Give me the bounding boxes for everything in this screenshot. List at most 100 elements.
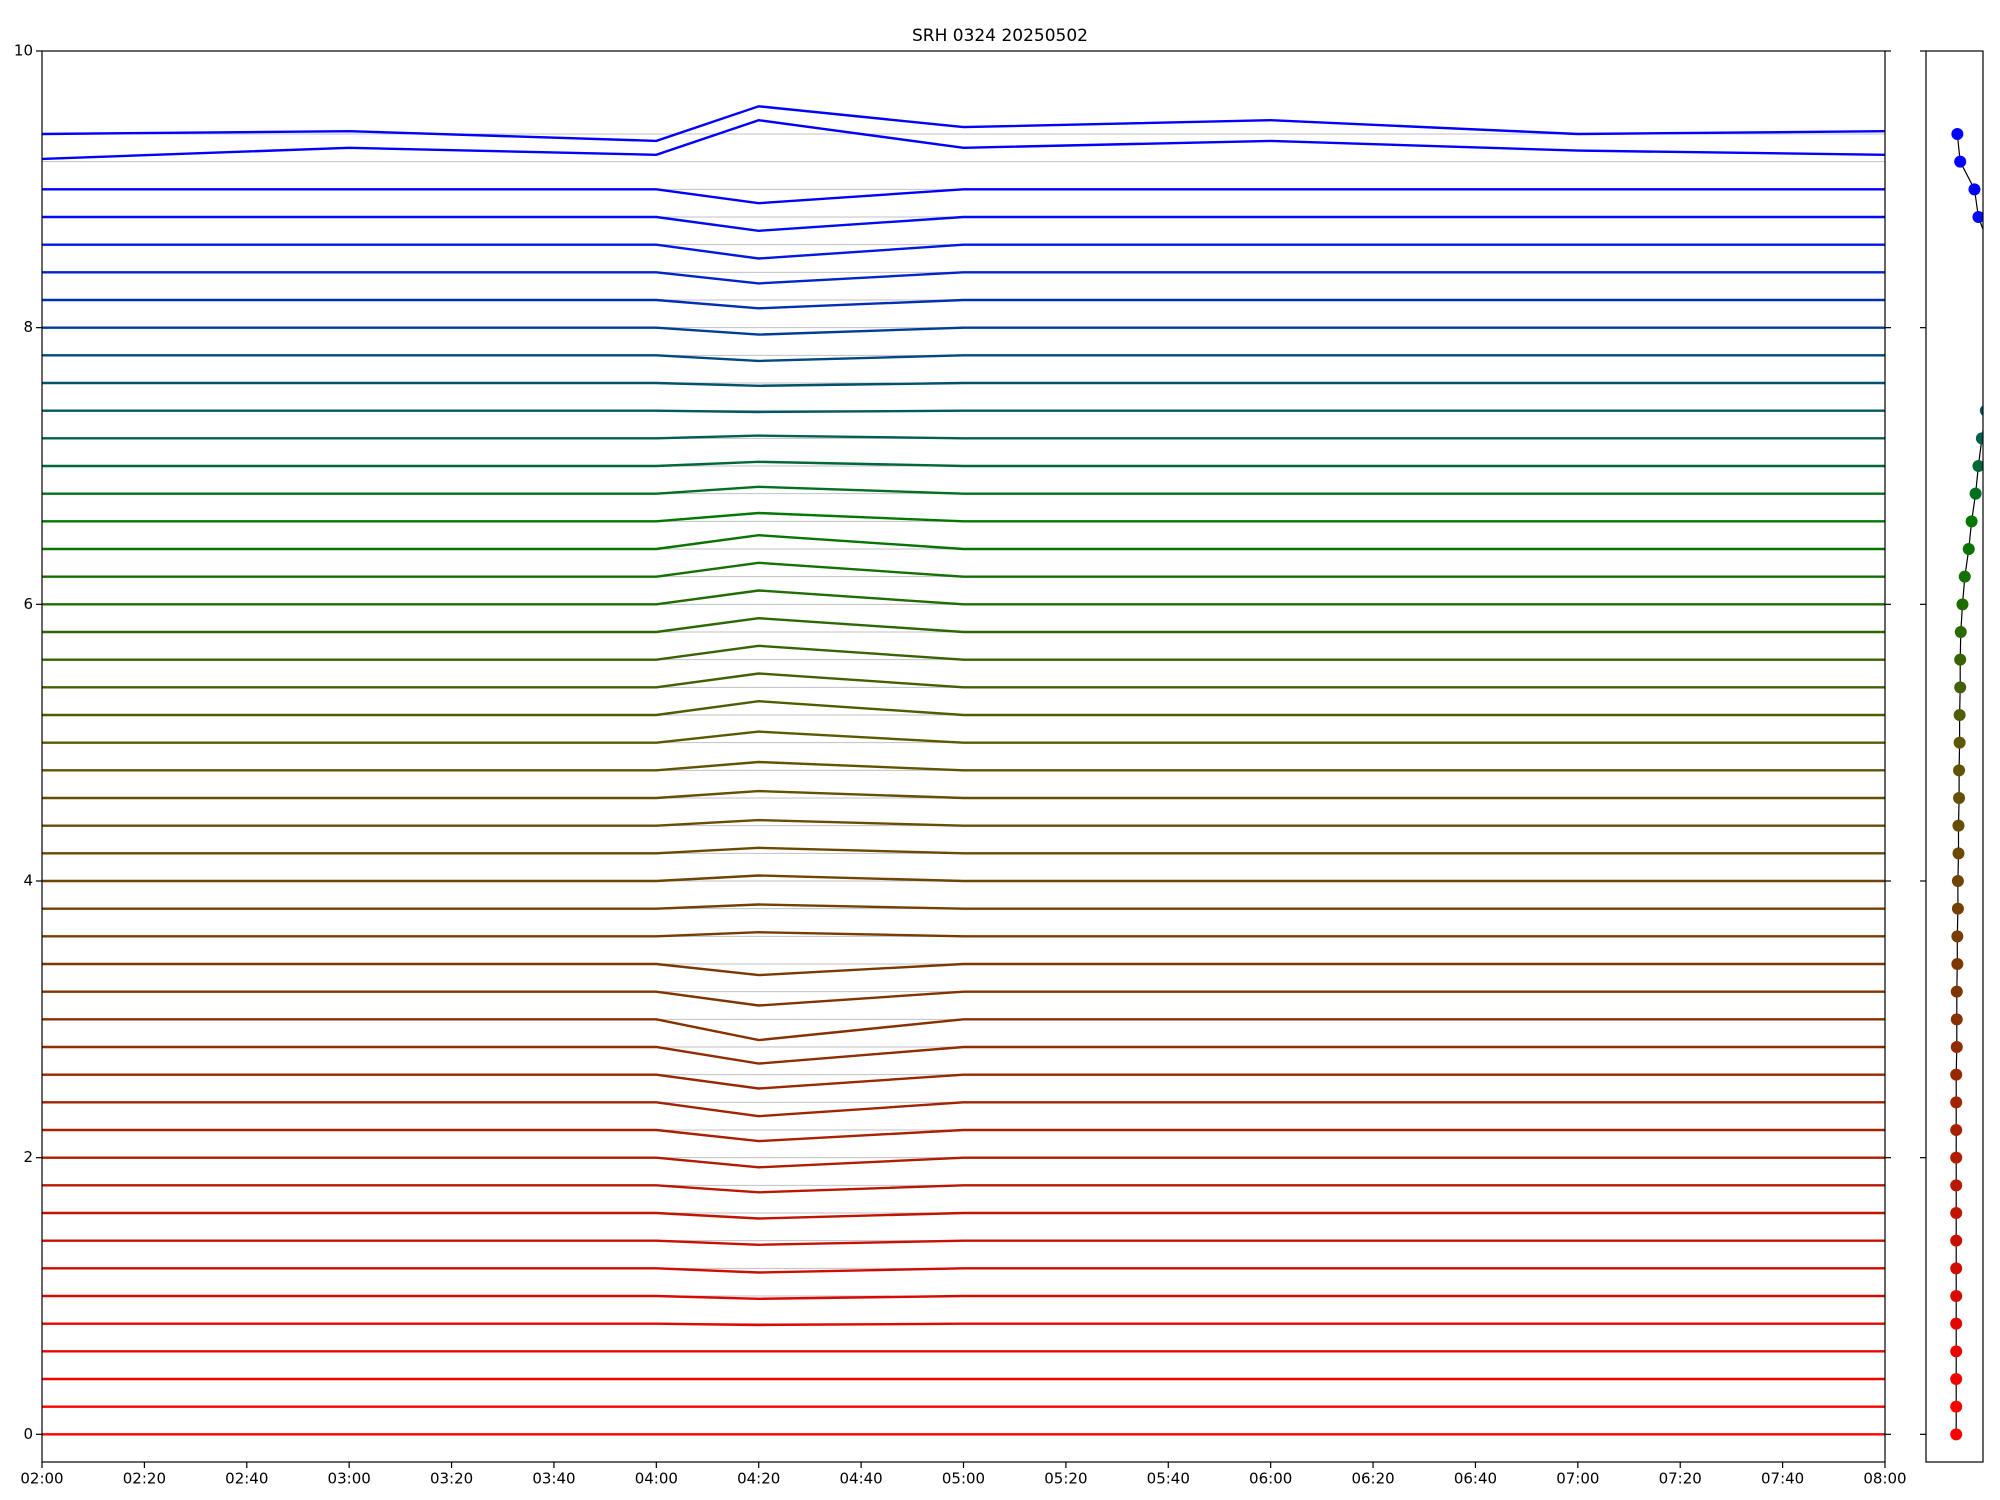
trace-line <box>42 699 1885 717</box>
profile-dot <box>1965 515 1978 528</box>
profile-dot <box>1950 1207 1963 1219</box>
profile-dot <box>1952 847 1965 860</box>
x-tick-label: 02:00 <box>20 1470 63 1488</box>
trace-line <box>42 434 1885 440</box>
trace-line <box>42 243 1885 260</box>
trace-line <box>42 381 1885 388</box>
trace-line <box>42 760 1885 772</box>
profile-dot <box>1962 543 1975 555</box>
trace-line <box>42 188 1885 205</box>
profile-dot <box>1953 736 1966 749</box>
profile-dot <box>1979 405 1983 416</box>
profile-dot <box>1968 183 1981 196</box>
trace-line <box>42 1156 1885 1169</box>
trace-line <box>42 1322 1885 1327</box>
trace-line <box>42 561 1885 578</box>
trace-line <box>42 874 1885 883</box>
trace-line <box>42 533 1885 551</box>
profile-dot <box>1954 155 1967 168</box>
profile-dot <box>1950 1373 1963 1385</box>
x-tick-label: 08:00 <box>1863 1470 1906 1488</box>
profile-dot <box>1950 1096 1963 1109</box>
x-tick-label: 07:20 <box>1659 1470 1702 1488</box>
chart-title: SRH 0324 20250502 <box>912 26 1088 46</box>
profile-dot <box>1950 1041 1963 1053</box>
y-tick-label: 6 <box>23 595 33 613</box>
x-tick-label: 04:40 <box>839 1470 882 1488</box>
profile-line <box>1955 133 1983 1435</box>
profile-dot <box>1950 1400 1963 1413</box>
profile-dot <box>1951 875 1964 887</box>
trace-line <box>42 1101 1885 1118</box>
profile-dot <box>1994 266 2000 278</box>
y-tick-label: 2 <box>23 1148 33 1166</box>
profile-dot <box>1950 985 1963 998</box>
x-tick-label: 02:20 <box>123 1470 166 1488</box>
trace-line <box>42 589 1885 606</box>
profile-dot <box>1950 1013 1963 1026</box>
profile-dot <box>1950 1290 1963 1302</box>
profile-dot <box>1950 1345 1963 1358</box>
trace-line <box>42 616 1885 634</box>
trace-line <box>42 1211 1885 1220</box>
x-tick-label: 06:00 <box>1249 1470 1292 1488</box>
profile-dot <box>1954 626 1967 638</box>
trace-line <box>42 326 1885 336</box>
trace-line <box>42 485 1885 495</box>
x-tick-label: 06:20 <box>1351 1470 1394 1488</box>
profile-dot <box>1950 1124 1963 1136</box>
x-tick-label: 04:00 <box>635 1470 678 1488</box>
profile-dot <box>1951 958 1964 970</box>
x-tick-label: 06:40 <box>1454 1470 1497 1488</box>
trace-line <box>42 644 1885 661</box>
x-tick-label: 03:00 <box>328 1470 371 1488</box>
trace-line <box>42 271 1885 285</box>
trace-line <box>42 789 1885 800</box>
trace-line <box>42 1239 1885 1247</box>
x-tick-label: 07:00 <box>1556 1470 1599 1488</box>
profile-dot <box>1951 128 1964 140</box>
trace-line <box>42 730 1885 744</box>
profile-dot <box>1953 709 1966 721</box>
trace-line <box>42 903 1885 910</box>
profile-dot <box>1951 902 1964 915</box>
y-tick-label: 8 <box>23 318 33 336</box>
profile-dot <box>1969 487 1982 500</box>
profile-dot <box>1994 377 2000 389</box>
profile-dot <box>1950 1068 1963 1081</box>
trace-line <box>42 409 1885 414</box>
profile-dot <box>1952 819 1965 832</box>
trace-line <box>42 1073 1885 1090</box>
trace-line <box>42 298 1885 310</box>
profile-dot <box>1950 1262 1963 1275</box>
y-tick-label: 10 <box>14 42 33 60</box>
trace-line <box>42 990 1885 1007</box>
profile-dot <box>1953 764 1966 777</box>
y-tick-label: 4 <box>23 872 33 890</box>
y-tick-label: 0 <box>23 1425 33 1443</box>
profile-dot <box>1950 1179 1963 1192</box>
side-frame <box>1925 50 1984 1463</box>
trace-line <box>42 215 1885 233</box>
trace-line <box>42 1045 1885 1065</box>
profile-dot <box>1953 792 1966 804</box>
profile-dot <box>1982 242 1983 247</box>
trace-line <box>42 354 1885 363</box>
profile-dot <box>1950 1317 1963 1330</box>
axes-frame <box>41 50 1886 1463</box>
profile-dot <box>1951 930 1964 943</box>
trace-line <box>42 930 1885 938</box>
profile-dot <box>1950 1234 1963 1247</box>
profile-dot <box>1954 653 1967 666</box>
x-tick-label: 05:00 <box>942 1470 985 1488</box>
trace-line <box>42 818 1885 827</box>
trace-line <box>42 511 1885 523</box>
side-panel <box>1950 128 2000 1441</box>
trace-line <box>42 105 1885 143</box>
trace-line <box>42 672 1885 689</box>
plot-area <box>42 105 1885 1436</box>
profile-dot <box>1950 1151 1963 1164</box>
axes: 0 2 4 6 8 10 02:00 02:20 02:40 03:00 03:20 03:40 04:… <box>14 42 1984 1488</box>
trace-line <box>42 1184 1885 1194</box>
